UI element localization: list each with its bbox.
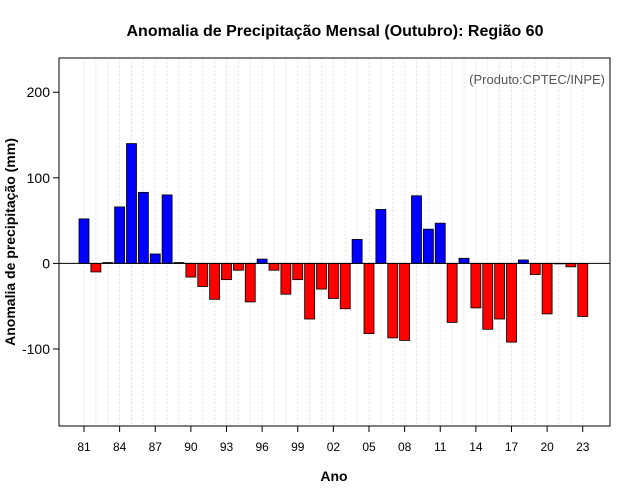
y-tick-label: 200: [27, 84, 51, 100]
bar-2006: [375, 209, 387, 264]
bar-2022: [565, 262, 577, 268]
plot-area-frame: [58, 57, 611, 427]
bar-2011: [434, 222, 446, 264]
bar-1981: [78, 218, 90, 264]
x-tick-label: 14: [469, 440, 483, 454]
x-tick-label: 93: [220, 440, 234, 454]
bar-2008: [399, 262, 411, 341]
bar-2003: [339, 262, 351, 310]
bar-1991: [197, 262, 209, 287]
bar-2010: [422, 228, 434, 264]
bar-2005: [363, 262, 375, 334]
x-tick-label: 23: [576, 440, 590, 454]
bar-2000: [304, 262, 316, 320]
bar-1998: [280, 262, 292, 295]
bar-1984: [114, 206, 126, 264]
bar-2017: [506, 262, 517, 343]
bar-1996: [256, 258, 268, 264]
x-tick-label: 87: [149, 440, 163, 454]
x-tick-label: 08: [398, 440, 412, 454]
x-tick-label: 17: [505, 440, 519, 454]
bar-2013: [458, 257, 470, 264]
bar-1986: [137, 191, 149, 264]
y-tick-label: -100: [22, 341, 50, 357]
vertical-gridlines: [83, 58, 584, 426]
bar-2015: [482, 262, 494, 330]
bar-1997: [268, 262, 280, 271]
x-axis-ticks: 81 84 87 90 93 96 99 02 05 08 11 14 17 20 23: [77, 426, 590, 454]
bar-1995: [244, 262, 256, 303]
product-credit: (Produto:CPTEC/INPE): [469, 72, 605, 87]
bar-2004: [351, 239, 363, 264]
bar-1993: [221, 262, 232, 281]
bar-1985: [126, 143, 137, 264]
bar-1988: [161, 194, 173, 264]
y-tick-label: 100: [27, 170, 51, 186]
bar-series: [78, 143, 589, 343]
bar-2023: [577, 262, 589, 317]
bar-2012: [446, 262, 458, 323]
bar-2020: [541, 262, 553, 315]
bar-1994: [232, 262, 244, 271]
x-tick-label: 20: [540, 440, 554, 454]
y-axis-ticks: -100 0 100 200: [22, 84, 59, 357]
bar-2001: [316, 262, 327, 290]
x-tick-label: 05: [362, 440, 376, 454]
bar-1999: [292, 262, 304, 281]
bar-2016: [494, 262, 506, 320]
x-tick-label: 81: [77, 440, 91, 454]
x-tick-label: 84: [113, 440, 127, 454]
bar-2019: [529, 262, 541, 275]
bar-1992: [209, 262, 221, 300]
y-tick-label: 0: [42, 255, 50, 271]
bar-2014: [470, 262, 482, 309]
bar-2007: [387, 262, 399, 339]
bar-2002: [327, 262, 339, 299]
x-tick-label: 96: [255, 440, 269, 454]
bar-1987: [149, 253, 161, 264]
x-tick-label: 11: [434, 440, 447, 454]
bar-2018: [517, 259, 529, 264]
bar-1982: [90, 262, 102, 273]
bar-1990: [185, 262, 197, 278]
bar-2009: [411, 195, 422, 264]
x-tick-label: 90: [184, 440, 198, 454]
chart-title: Anomalia de Precipitação Mensal (Outubro…: [127, 23, 544, 40]
y-axis-label: Anomalia de precipitação (mm): [2, 138, 18, 346]
x-tick-label: 02: [327, 440, 341, 454]
x-axis-label: Ano: [320, 468, 347, 484]
x-tick-label: 99: [291, 440, 305, 454]
